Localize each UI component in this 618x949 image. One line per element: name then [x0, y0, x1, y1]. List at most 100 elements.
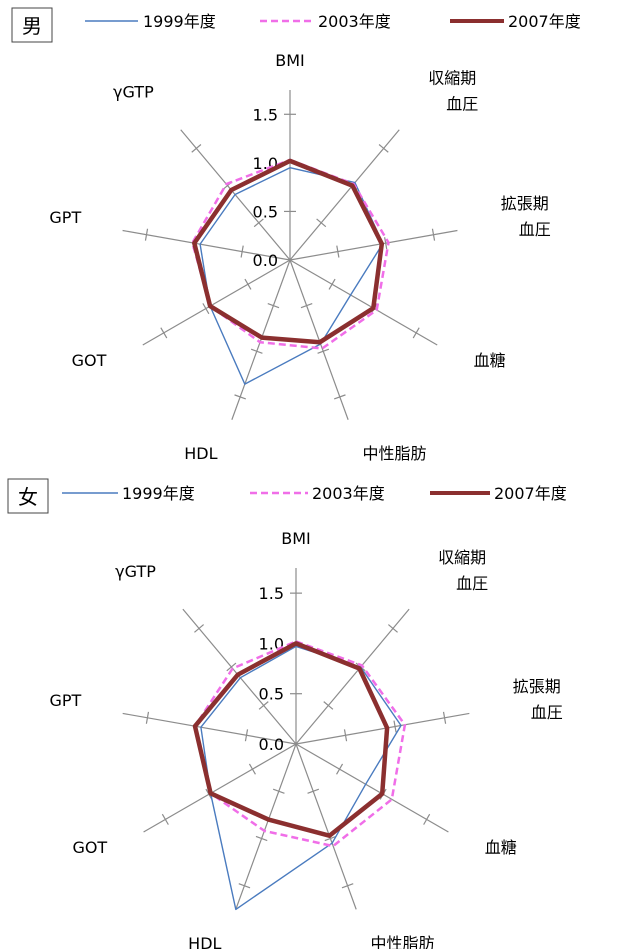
axis-label-sbp: 収縮期血圧 [428, 69, 478, 114]
axis-tick-got [248, 763, 256, 775]
axis-label-ggtp: γGTP [115, 562, 156, 581]
axis-tick-sbp [387, 624, 398, 633]
radar-chart-female-svg: 女 1999年度 2003年度 2007年度 0.00.51.01.5BMI収縮… [7, 478, 567, 949]
tick-label: 0.0 [253, 251, 278, 270]
axis-line-gpt [122, 712, 297, 745]
axis-tick-got [202, 303, 210, 315]
tick-label: 1.5 [253, 105, 278, 124]
axis-label-glucose: 血糖 [474, 351, 506, 370]
axis-tick-dbp [393, 720, 397, 733]
axis-tick-hdl [238, 883, 251, 889]
series-line-2003 [191, 158, 390, 350]
axis-line-hdl [231, 259, 291, 420]
axis-label-gpt: GPT [49, 691, 81, 710]
axis-tick-got [161, 813, 169, 825]
axis-tick-glucose [328, 278, 336, 290]
axis-label-tg: 中性脂肪 [363, 444, 427, 463]
axis-tick-hdl [267, 303, 280, 309]
axis-tick-glucose [412, 327, 420, 339]
axis-label-dbp: 拡張期血圧 [501, 194, 551, 239]
axis-label-glucose: 血糖 [485, 838, 517, 857]
axis-tick-ggtp [258, 701, 269, 710]
axis-line-glucose [289, 259, 438, 346]
gender-box-female [7, 478, 49, 514]
axis-tick-dbp [431, 228, 436, 241]
axis-line-glucose [295, 743, 449, 833]
axis-label-bmi: BMI [275, 51, 305, 70]
axis-tick-glucose [423, 813, 431, 825]
axis-tick-tg [341, 883, 354, 889]
series-line-1999 [199, 166, 384, 385]
series-line-2003 [193, 640, 407, 848]
legend-label-2003: 2003年度 [312, 484, 385, 503]
axis-tick-gpt [144, 228, 149, 241]
axis-label-sbp: 収縮期血圧 [438, 548, 488, 593]
axis-tick-hdl [255, 835, 268, 842]
axis-tick-tg [307, 788, 320, 794]
legend-label-2003: 2003年度 [318, 12, 391, 31]
axis-line-tg [295, 743, 357, 910]
axis-line-sbp [289, 129, 400, 261]
axis-tick-dbp [336, 245, 340, 258]
axis-line-dbp [289, 229, 458, 261]
series-line-1999 [200, 645, 402, 911]
axis-tick-gpt [240, 245, 244, 258]
axis-tick-ggtp [253, 218, 264, 228]
axis-tick-gpt [244, 729, 249, 742]
axis-line-got [143, 743, 297, 833]
gender-label-male: 男 [22, 14, 42, 38]
axis-line-tg [289, 259, 349, 420]
legend-label-1999: 1999年度 [143, 12, 216, 31]
axis-tick-dbp [384, 237, 388, 250]
axis-tick-tg [300, 303, 313, 309]
series-line-2007 [192, 158, 385, 345]
axis-tick-ggtp [226, 662, 237, 672]
axis-label-gpt: GPT [49, 208, 81, 227]
tick-label: 0.0 [259, 735, 284, 754]
axis-label-hdl: HDL [184, 444, 217, 463]
axis-label-hdl: HDL [188, 934, 221, 949]
axis-tick-hdl [272, 788, 285, 794]
axis-tick-got [244, 278, 252, 290]
legend-label-2007: 2007年度 [508, 12, 581, 31]
gender-label-female: 女 [18, 485, 38, 509]
axis-tick-hdl [234, 394, 247, 400]
axis-tick-sbp [316, 218, 327, 228]
axis-line-got [142, 259, 291, 346]
axis-tick-sbp [378, 144, 389, 153]
axis-line-hdl [235, 743, 297, 910]
axis-label-bmi: BMI [281, 529, 311, 548]
axis-tick-tg [317, 348, 330, 354]
axis-tick-tg [333, 394, 346, 400]
axis-tick-ggtp [191, 144, 202, 153]
tick-label: 0.5 [259, 685, 284, 704]
radar-chart-male: 男 1999年度 2003年度 2007年度 0.0 0.5 1.0 1.5 BMI 収縮… [0, 0, 618, 474]
axis-line-dbp [295, 712, 470, 745]
axis-label-dbp: 拡張期血圧 [513, 677, 563, 722]
axis-tick-sbp [323, 701, 334, 710]
axis-tick-dbp [343, 729, 348, 742]
axis-tick-hdl [250, 348, 263, 354]
axis-label-tg: 中性脂肪 [371, 934, 435, 949]
tick-label: 1.5 [259, 584, 284, 603]
gender-box-male [11, 7, 53, 43]
radar-plot-male: 0.00.51.01.5BMI収縮期血圧拡張期血圧血糖中性脂肪HDLGOTGPT… [49, 51, 550, 463]
tick-label: 0.5 [253, 202, 278, 221]
series-line-2007 [192, 641, 390, 838]
radar-chart-male-svg: 男 1999年度 2003年度 2007年度 0.00.51.01.5BMI収縮… [11, 7, 581, 463]
axis-line-sbp [295, 608, 410, 745]
axis-tick-gpt [145, 711, 150, 724]
radar-chart-female: 女 1999年度 2003年度 2007年度 0.0 0.5 1.0 1.5 BMI 収縮… [0, 474, 618, 949]
axis-tick-got [160, 327, 168, 339]
axis-line-gpt [122, 229, 291, 261]
axis-label-got: GOT [72, 351, 107, 370]
axis-label-ggtp: γGTP [113, 83, 154, 102]
axis-label-got: GOT [72, 838, 107, 857]
legend-label-2007: 2007年度 [494, 484, 567, 503]
legend-label-1999: 1999年度 [122, 484, 195, 503]
axis-tick-ggtp [194, 624, 205, 633]
axis-tick-tg [324, 835, 337, 842]
radar-plot-female: 0.00.51.01.5BMI収縮期血圧拡張期血圧血糖中性脂肪HDLGOTGPT… [49, 529, 562, 949]
axis-tick-glucose [336, 763, 344, 775]
axis-tick-dbp [442, 711, 447, 724]
